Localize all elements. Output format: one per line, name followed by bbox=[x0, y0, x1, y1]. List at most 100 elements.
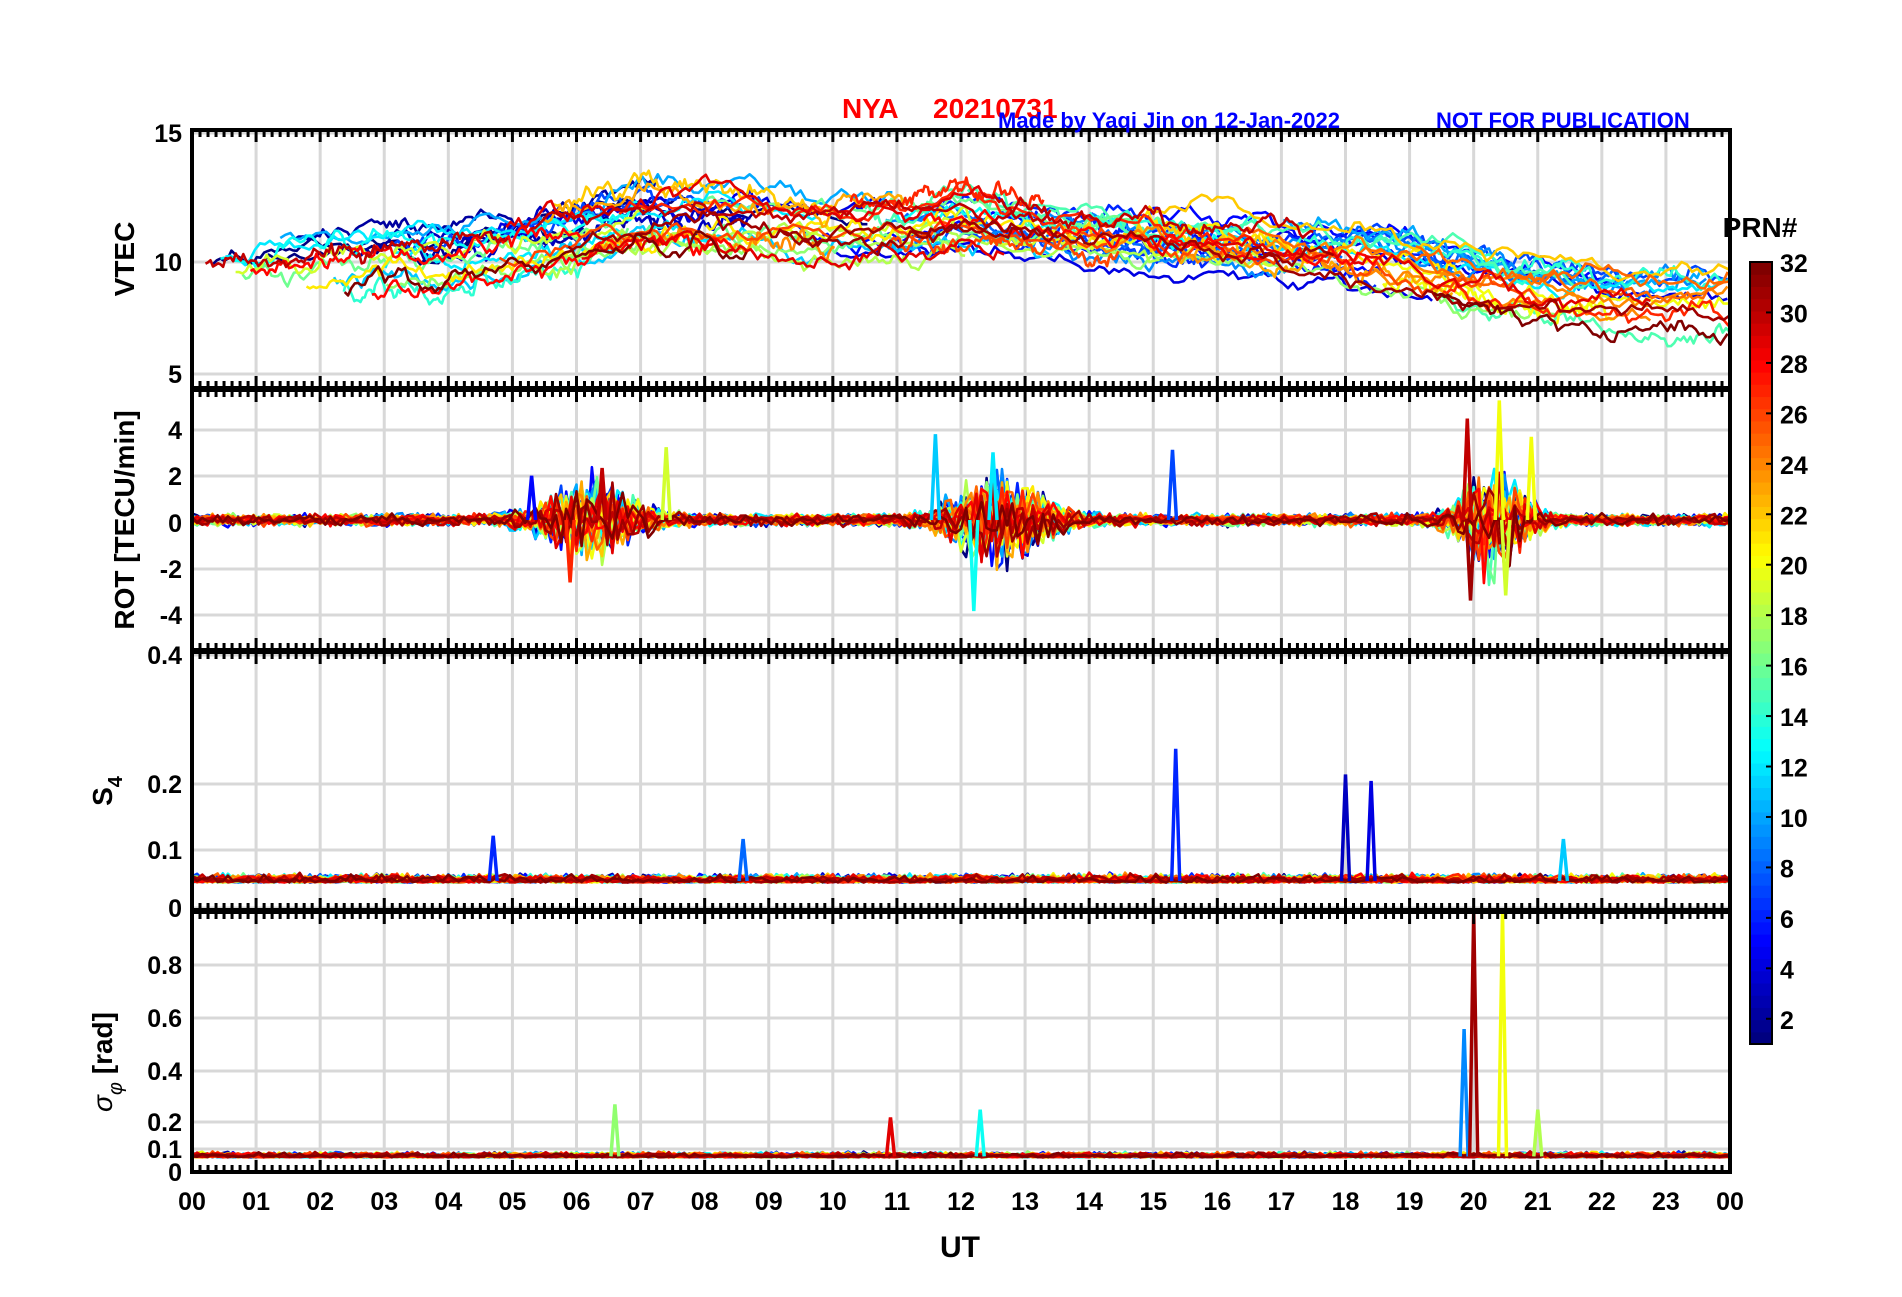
colorbar-segment bbox=[1750, 811, 1772, 825]
spike-rot-4 bbox=[929, 434, 942, 521]
colorbar-segment bbox=[1750, 970, 1772, 984]
colorbar-tick-label: 18 bbox=[1780, 603, 1808, 631]
colorbar-tick-label: 2 bbox=[1780, 1007, 1794, 1035]
x-tick-label: 06 bbox=[563, 1188, 591, 1216]
x-tick-label: 05 bbox=[499, 1188, 527, 1216]
colorbar-segment bbox=[1750, 384, 1772, 398]
x-tick-label: 04 bbox=[434, 1188, 462, 1216]
credit-text: Made by Yaqi Jin on 12-Jan-2022 bbox=[998, 108, 1340, 133]
colorbar-segment bbox=[1750, 323, 1772, 336]
panel-vtec-ytick-label: 5 bbox=[168, 361, 182, 389]
colorbar-segment bbox=[1750, 787, 1772, 801]
colorbar-segment bbox=[1750, 262, 1772, 275]
x-tick-label: 19 bbox=[1396, 1188, 1424, 1216]
series-prn-32-sigma bbox=[192, 1150, 1730, 1159]
colorbar-segment bbox=[1750, 604, 1772, 617]
colorbar-segment bbox=[1750, 469, 1772, 483]
spike-rot-8 bbox=[1461, 418, 1474, 521]
x-tick-label: 20 bbox=[1460, 1188, 1488, 1216]
spike-s4-5 bbox=[1557, 838, 1570, 882]
panel-s4-ytick-label: 0.2 bbox=[147, 771, 182, 799]
spike-rot-11 bbox=[1499, 519, 1512, 596]
panel-s4-ytick-label: 0.4 bbox=[147, 642, 182, 670]
colorbar-tick-label: 30 bbox=[1780, 300, 1808, 328]
panel-sigma-ytick-label: 0.8 bbox=[147, 952, 182, 980]
panel-vtec-ylabel: VTEC bbox=[109, 222, 140, 297]
panel-s4-series bbox=[192, 748, 1730, 884]
colorbar-segment bbox=[1750, 653, 1772, 666]
x-tick-label: 07 bbox=[627, 1188, 655, 1216]
colorbar-segment bbox=[1750, 530, 1772, 544]
title-station: NYA bbox=[842, 93, 899, 124]
colorbar-segment bbox=[1750, 420, 1772, 434]
colorbar-tick-label: 20 bbox=[1780, 553, 1808, 581]
colorbar-segment bbox=[1750, 1031, 1772, 1045]
colorbar-tick-label: 14 bbox=[1780, 704, 1808, 732]
colorbar-segment bbox=[1750, 824, 1772, 837]
colorbar-tick-label: 28 bbox=[1780, 351, 1808, 379]
panel-sigma-ytick-label: 0.4 bbox=[147, 1058, 182, 1086]
colorbar-segment bbox=[1750, 616, 1772, 630]
colorbar-segment bbox=[1750, 481, 1772, 495]
x-tick-label: 02 bbox=[306, 1188, 334, 1216]
notice-text: NOT FOR PUBLICATION bbox=[1436, 108, 1690, 133]
colorbar-tick-label: 22 bbox=[1780, 502, 1808, 530]
spike-rot-2 bbox=[596, 467, 608, 521]
colorbar-segment bbox=[1750, 628, 1772, 642]
spike-sigma-1 bbox=[884, 1117, 897, 1157]
spike-sigma-6 bbox=[1532, 1109, 1544, 1157]
colorbar-tick-label: 24 bbox=[1780, 452, 1808, 480]
colorbar-segment bbox=[1750, 738, 1772, 752]
colorbar-tick-label: 16 bbox=[1780, 654, 1808, 682]
colorbar-tick-label: 4 bbox=[1780, 956, 1794, 984]
panel-s4-ytick-label: 0.1 bbox=[147, 837, 182, 865]
colorbar-label: PRN# bbox=[1723, 212, 1798, 243]
colorbar-segment bbox=[1750, 506, 1772, 520]
spike-sigma-2 bbox=[974, 1109, 986, 1157]
colorbar-segment bbox=[1750, 335, 1772, 349]
colorbar-segment bbox=[1750, 872, 1772, 886]
x-tick-label: 09 bbox=[755, 1188, 783, 1216]
colorbar-tick-label: 12 bbox=[1780, 755, 1808, 783]
x-tick-label: 21 bbox=[1524, 1188, 1552, 1216]
colorbar-segment bbox=[1750, 543, 1772, 556]
colorbar-tick-label: 10 bbox=[1780, 805, 1808, 833]
colorbar-tick-label: 6 bbox=[1780, 906, 1794, 934]
colorbar-segment bbox=[1750, 995, 1772, 1008]
colorbar-segment bbox=[1750, 958, 1772, 972]
series-prn-32-vtec bbox=[343, 230, 1729, 346]
colorbar-segment bbox=[1750, 457, 1772, 471]
colorbar-segment bbox=[1750, 408, 1772, 422]
spike-s4-1 bbox=[737, 838, 749, 882]
colorbar-segment bbox=[1750, 640, 1772, 654]
spike-sigma-0 bbox=[609, 1104, 621, 1157]
x-tick-label: 11 bbox=[884, 1188, 911, 1216]
panel-rot-ytick-label: 4 bbox=[168, 417, 182, 445]
x-tick-label: 08 bbox=[691, 1188, 719, 1216]
spike-s4-0 bbox=[487, 835, 499, 882]
series-prn-31-vtec bbox=[567, 210, 1730, 322]
x-tick-label: 01 bbox=[242, 1188, 270, 1216]
colorbar-tick-label: 32 bbox=[1780, 250, 1808, 278]
colorbar-segment bbox=[1750, 860, 1772, 874]
spike-s4-3 bbox=[1339, 774, 1352, 882]
colorbar-segment bbox=[1750, 310, 1772, 324]
colorbar-segment bbox=[1750, 298, 1772, 312]
panel-rot-ytick-label: 0 bbox=[168, 510, 182, 538]
colorbar-segment bbox=[1750, 982, 1772, 996]
colorbar-segment bbox=[1750, 347, 1772, 361]
x-tick-label: 00 bbox=[178, 1188, 206, 1216]
spike-sigma-3 bbox=[1458, 1028, 1470, 1157]
spike-rot-1 bbox=[564, 519, 576, 583]
colorbar-segment bbox=[1750, 762, 1772, 776]
colorbar-segment bbox=[1750, 445, 1772, 459]
colorbar-segment bbox=[1750, 934, 1772, 947]
colorbar-segment bbox=[1750, 555, 1772, 569]
spike-rot-10 bbox=[1493, 400, 1506, 521]
panel-sigma-ytick-label: 0.6 bbox=[147, 1005, 182, 1033]
panel-rot-ytick-label: -4 bbox=[160, 602, 182, 630]
colorbar-segment bbox=[1750, 665, 1772, 679]
colorbar-segment bbox=[1750, 518, 1772, 532]
colorbar-segment bbox=[1750, 591, 1772, 605]
x-tick-label: 16 bbox=[1203, 1188, 1231, 1216]
